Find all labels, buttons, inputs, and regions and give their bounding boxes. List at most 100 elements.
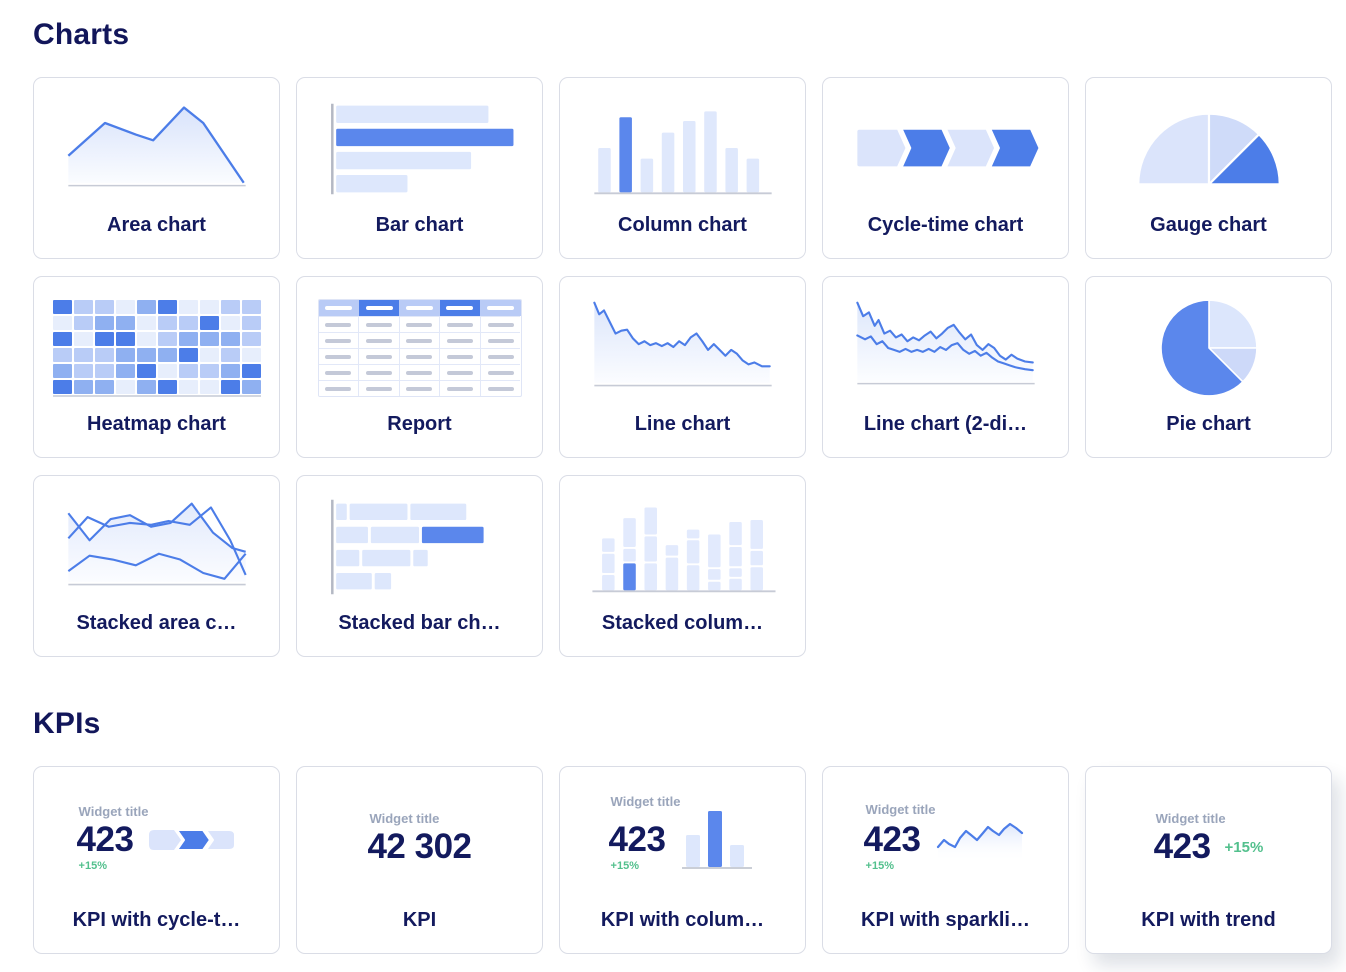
- card-label: Area chart: [107, 214, 206, 236]
- kpi-value: 42 302: [367, 826, 472, 866]
- heatmap-cell: [220, 331, 240, 346]
- heatmap-cell: [241, 379, 261, 394]
- card-label: KPI: [402, 909, 437, 931]
- widget-card-gauge-chart[interactable]: Gauge chart: [1085, 77, 1332, 259]
- heatmap-cell: [241, 363, 261, 378]
- heatmap-cell: [220, 315, 240, 330]
- heatmap-cell: [136, 363, 156, 378]
- heatmap-cell: [52, 315, 72, 330]
- widget-card-report[interactable]: Report: [296, 276, 543, 458]
- report-table-header: [318, 300, 521, 316]
- area-chart-icon: [34, 78, 279, 214]
- heatmap-cell: [220, 347, 240, 362]
- heatmap-cell: [73, 347, 93, 362]
- kpi-delta: +15%: [865, 860, 894, 873]
- report-table-icon: [297, 277, 542, 413]
- heatmap-cell: [52, 299, 72, 314]
- heatmap-cell: [199, 331, 219, 346]
- kpi-widget-title: Widget title: [78, 803, 149, 819]
- heatmap-cell: [73, 363, 93, 378]
- heatmap-cell: [115, 363, 135, 378]
- heatmap-cell: [178, 363, 198, 378]
- kpis-section-title: KPIs: [33, 707, 101, 740]
- kpi-widget-title: Widget title: [1155, 810, 1226, 826]
- heatmap-cell: [157, 379, 177, 394]
- heatmap-cell: [94, 331, 114, 346]
- card-label: Cycle-time chart: [867, 214, 1024, 236]
- heatmap-cell: [241, 299, 261, 314]
- kpi-widget-title: Widget title: [865, 801, 936, 817]
- widget-card-cycle-time-chart[interactable]: Cycle-time chart: [822, 77, 1069, 259]
- heatmap-grid: [52, 299, 261, 394]
- card-label: KPI with cycle-t…: [72, 909, 241, 931]
- card-label: Stacked bar ch…: [338, 612, 501, 634]
- card-label: KPI with colum…: [600, 909, 765, 931]
- line-chart-2dim-icon: [823, 277, 1068, 413]
- widget-card-heatmap-chart[interactable]: Heatmap chart: [33, 276, 280, 458]
- column-mini-icon: [680, 807, 756, 878]
- pie-chart-icon: [1086, 277, 1331, 413]
- kpi-delta: +15%: [78, 860, 107, 873]
- heatmap-cell: [199, 379, 219, 394]
- heatmap-cell: [178, 347, 198, 362]
- card-label: Stacked area c…: [76, 612, 237, 634]
- heatmap-cell: [136, 347, 156, 362]
- heatmap-cell: [73, 315, 93, 330]
- heatmap-cell: [199, 299, 219, 314]
- widget-card-line-chart-2dim[interactable]: Line chart (2-di…: [822, 276, 1069, 458]
- widget-card-stacked-bar-chart[interactable]: Stacked bar ch…: [296, 475, 543, 657]
- widget-card-column-chart[interactable]: Column chart: [559, 77, 806, 259]
- heatmap-cell: [157, 315, 177, 330]
- kpi-delta: +15%: [1224, 838, 1264, 856]
- heatmap-cell: [52, 379, 72, 394]
- heatmap-cell: [115, 331, 135, 346]
- heatmap-cell: [94, 315, 114, 330]
- heatmap-cell: [178, 331, 198, 346]
- column-chart-icon: [560, 78, 805, 214]
- heatmap-cell: [115, 299, 135, 314]
- heatmap-cell: [178, 299, 198, 314]
- widget-gallery: Charts Area chart: [33, 18, 1332, 954]
- heatmap-cell: [52, 363, 72, 378]
- card-label: Bar chart: [375, 214, 464, 236]
- widget-card-bar-chart[interactable]: Bar chart: [296, 77, 543, 259]
- widget-card-stacked-column-chart[interactable]: Stacked colum…: [559, 475, 806, 657]
- bar-chart-icon: [297, 78, 542, 214]
- charts-grid: Area chart Bar chart: [33, 77, 1332, 657]
- kpis-grid: Widget title 423 +15%: [33, 766, 1332, 954]
- heatmap-cell: [220, 379, 240, 394]
- widget-card-pie-chart[interactable]: Pie chart: [1085, 276, 1332, 458]
- heatmap-cell: [220, 299, 240, 314]
- widget-card-kpi-column[interactable]: Widget title 423 +15%: [559, 766, 806, 954]
- heatmap-cell: [94, 379, 114, 394]
- widget-card-kpi-cycle-time[interactable]: Widget title 423 +15%: [33, 766, 280, 954]
- heatmap-cell: [241, 331, 261, 346]
- heatmap-cell: [73, 379, 93, 394]
- heatmap-cell: [136, 299, 156, 314]
- heatmap-cell: [157, 363, 177, 378]
- widget-card-line-chart[interactable]: Line chart: [559, 276, 806, 458]
- heatmap-cell: [115, 347, 135, 362]
- cycle-time-chart-icon: [823, 78, 1068, 214]
- card-label: Report: [387, 413, 452, 435]
- heatmap-cell: [241, 315, 261, 330]
- widget-card-kpi[interactable]: Widget title 42 302 KPI: [296, 766, 543, 954]
- heatmap-cell: [94, 347, 114, 362]
- heatmap-cell: [73, 331, 93, 346]
- heatmap-cell: [199, 363, 219, 378]
- heatmap-cell: [52, 347, 72, 362]
- widget-card-kpi-sparkline[interactable]: Widget title 423 +15%: [822, 766, 1069, 954]
- charts-section: Charts Area chart: [33, 18, 1332, 657]
- widget-card-stacked-area-chart[interactable]: Stacked area c…: [33, 475, 280, 657]
- heatmap-cell: [115, 315, 135, 330]
- kpi-value: 423: [608, 819, 666, 859]
- charts-section-title: Charts: [33, 18, 130, 51]
- kpi-delta: +15%: [610, 860, 639, 873]
- widget-card-kpi-trend[interactable]: Widget title 423 +15% KPI with trend: [1085, 766, 1332, 954]
- stacked-bar-chart-icon: [297, 476, 542, 612]
- card-label: KPI with trend: [1141, 909, 1276, 931]
- report-table: [317, 299, 522, 397]
- stacked-area-chart-icon: [34, 476, 279, 612]
- widget-card-area-chart[interactable]: Area chart: [33, 77, 280, 259]
- heatmap-chart-icon: [34, 277, 279, 413]
